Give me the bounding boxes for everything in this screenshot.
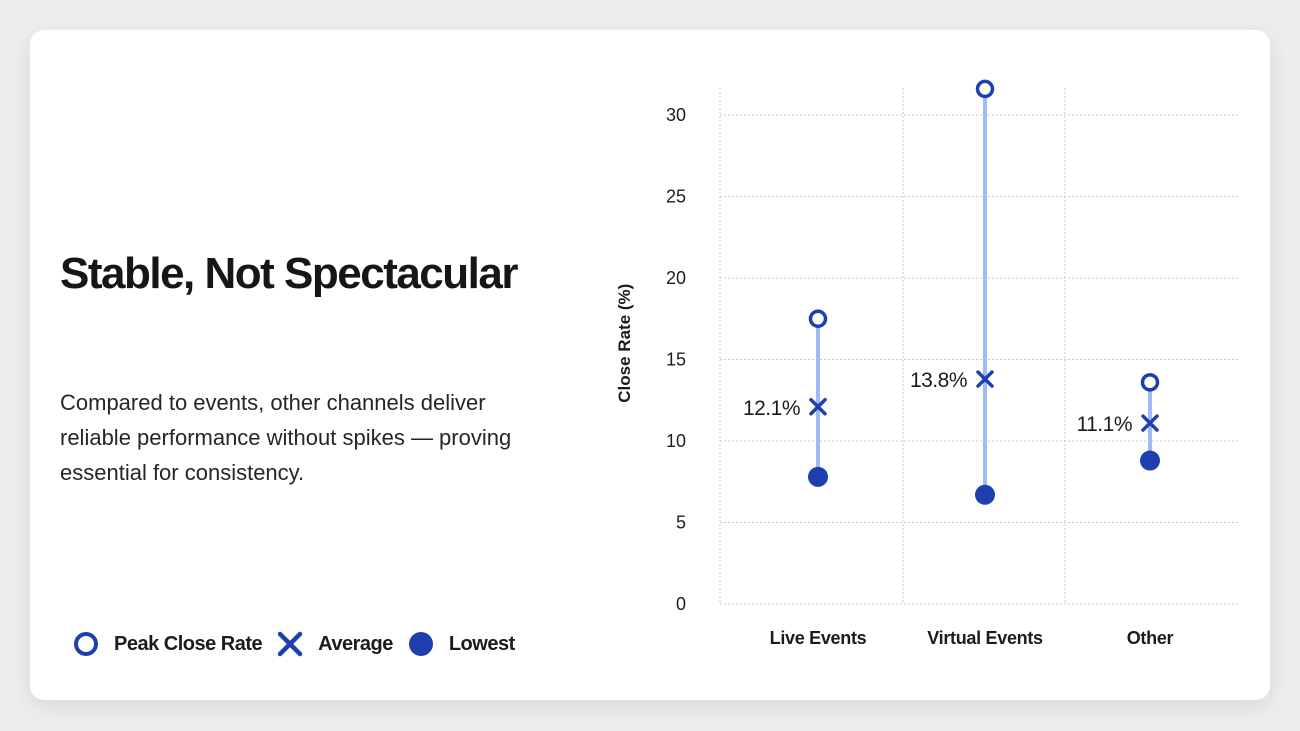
legend: Peak Close Rate Average Lowest [72, 629, 529, 659]
filled-circle-icon [408, 632, 433, 656]
average-data-label: 11.1% [1077, 413, 1133, 436]
average-data-label: 13.8% [910, 369, 967, 392]
peak-point [1140, 373, 1160, 392]
legend-item-average: Average [276, 630, 393, 658]
peak-point [975, 79, 995, 99]
dot-range-chart: 0 5 10 15 20 25 30 Close Rate (%) 12.1% Live Even… [615, 79, 1240, 648]
hollow-circle-icon [74, 632, 98, 656]
x-category-label: Other [1127, 628, 1174, 648]
y-tick-label: 10 [666, 431, 686, 451]
y-axis-title: Close Rate (%) [615, 284, 634, 403]
y-tick-label: 15 [666, 350, 686, 370]
legend-item-lowest: Lowest [407, 630, 515, 658]
average-point [976, 370, 994, 388]
y-tick-label: 30 [666, 105, 686, 125]
average-point [1141, 414, 1159, 432]
description: Compared to events, other channels deliv… [60, 390, 512, 485]
legend-label-average: Average [318, 632, 393, 655]
y-tick-label: 5 [676, 513, 686, 533]
x-category-label: Live Events [770, 628, 867, 648]
peak-point [808, 309, 828, 328]
cross-icon [277, 631, 303, 657]
y-tick-label: 0 [676, 594, 686, 614]
y-tick-label: 20 [666, 268, 686, 288]
legend-item-peak: Peak Close Rate [72, 630, 263, 658]
average-data-label: 12.1% [743, 397, 800, 420]
lowest-point [808, 466, 828, 487]
lowest-point [1140, 450, 1160, 471]
page-title: Stable, Not Spectacular [60, 249, 518, 298]
lowest-point [975, 484, 995, 505]
average-point [809, 398, 827, 416]
legend-label-peak: Peak Close Rate [114, 632, 263, 655]
x-category-label: Virtual Events [927, 628, 1043, 648]
chart-card: Stable, Not Spectacular Compared to even… [30, 30, 1270, 700]
y-tick-label: 25 [666, 187, 686, 207]
legend-label-lowest: Lowest [448, 632, 515, 655]
